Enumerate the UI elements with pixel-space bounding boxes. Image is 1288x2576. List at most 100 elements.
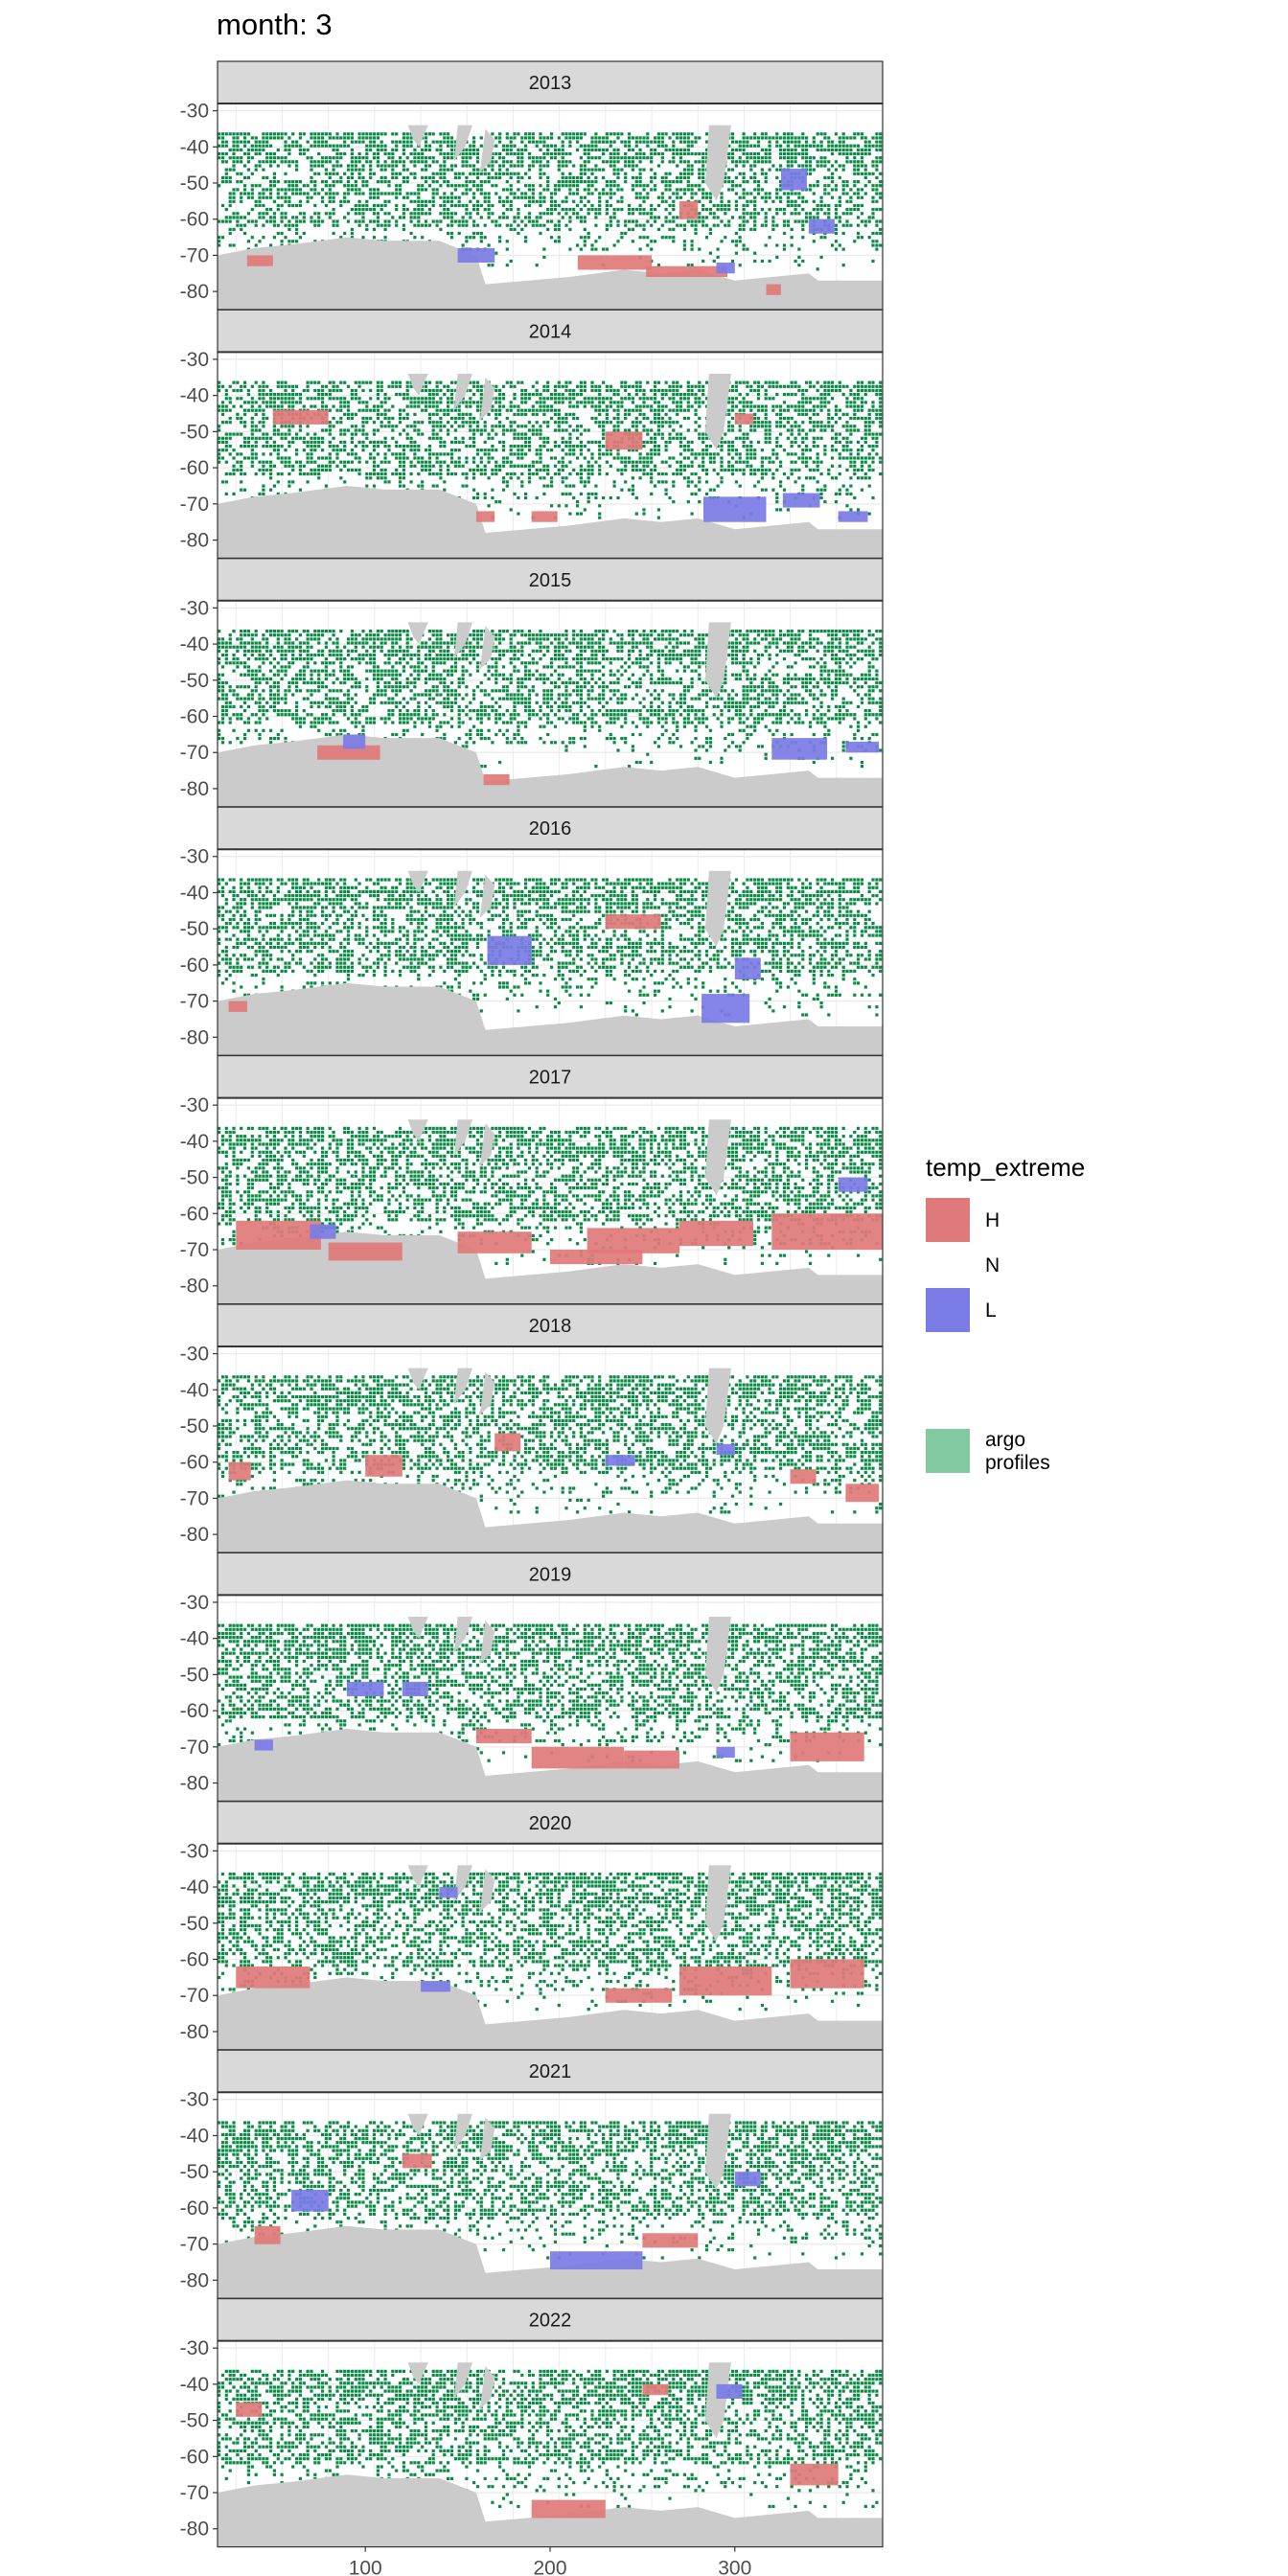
argo-profile-mark	[871, 384, 875, 388]
argo-profile-mark	[339, 428, 343, 432]
argo-profile-mark	[724, 208, 727, 212]
argo-profile-mark	[771, 452, 775, 456]
argo-profile-mark	[546, 436, 550, 440]
argo-profile-mark	[513, 412, 517, 416]
argo-profile-mark	[343, 432, 347, 436]
argo-profile-mark	[602, 425, 606, 428]
argo-profile-mark	[694, 421, 698, 425]
argo-profile-mark	[505, 180, 509, 184]
argo-profile-mark	[860, 132, 864, 136]
argo-profile-mark	[343, 445, 347, 448]
argo-profile-mark	[284, 223, 288, 227]
argo-profile-mark	[727, 203, 731, 208]
argo-profile-mark	[790, 164, 794, 168]
facet-panel-2013: 2013-30-40-50-60-70-80	[180, 60, 884, 310]
argo-profile-mark	[586, 156, 590, 160]
argo-profile-mark	[243, 140, 247, 144]
argo-profile-mark	[819, 164, 823, 168]
argo-profile-mark	[501, 203, 506, 208]
argo-profile-mark	[328, 456, 332, 460]
argo-profile-mark	[372, 236, 377, 240]
argo-profile-mark	[834, 148, 839, 151]
argo-profile-mark	[753, 428, 757, 432]
argo-profile-mark	[771, 384, 775, 388]
argo-profile-mark	[605, 132, 609, 136]
argo-profile-mark	[834, 432, 839, 436]
argo-profile-mark	[690, 452, 694, 456]
argo-profile-mark	[372, 144, 377, 148]
argo-profile-mark	[786, 148, 790, 151]
argo-profile-mark	[295, 227, 299, 231]
argo-profile-mark	[240, 227, 243, 231]
argo-profile-mark	[383, 132, 387, 136]
argo-profile-mark	[794, 436, 797, 440]
argo-profile-mark	[628, 160, 632, 164]
argo-profile-mark	[746, 384, 749, 388]
argo-profile-mark	[786, 144, 790, 148]
argo-profile-mark	[790, 132, 794, 136]
argo-profile-mark	[550, 236, 554, 240]
argo-profile-mark	[461, 160, 465, 164]
argo-profile-mark	[724, 223, 727, 227]
argo-profile-mark	[258, 151, 262, 156]
argo-profile-mark	[479, 172, 483, 175]
argo-profile-mark	[465, 401, 469, 404]
argo-profile-mark	[380, 421, 383, 425]
argo-profile-mark	[849, 448, 853, 452]
facet-label: 2014	[529, 321, 572, 342]
argo-profile-mark	[753, 164, 757, 168]
argo-profile-mark	[335, 151, 339, 156]
argo-profile-mark	[535, 264, 539, 267]
argo-profile-mark	[236, 156, 240, 160]
argo-profile-mark	[269, 216, 273, 219]
argo-profile-mark	[505, 460, 509, 464]
argo-profile-mark	[775, 393, 779, 397]
argo-profile-mark	[702, 216, 705, 219]
argo-profile-mark	[838, 408, 841, 412]
argo-profile-mark	[845, 421, 849, 425]
argo-profile-mark	[354, 140, 357, 144]
argo-profile-mark	[262, 432, 265, 436]
argo-profile-mark	[354, 180, 357, 184]
argo-profile-mark	[857, 132, 861, 136]
argo-profile-mark	[313, 404, 317, 408]
argo-profile-mark	[704, 151, 709, 156]
argo-profile-mark	[823, 184, 827, 188]
argo-profile-mark	[479, 384, 483, 388]
argo-profile-mark	[642, 184, 646, 188]
argo-profile-mark	[764, 132, 768, 136]
argo-profile-mark	[816, 425, 819, 428]
argo-profile-mark	[642, 156, 646, 160]
argo-profile-mark	[505, 264, 509, 267]
argo-profile-mark	[576, 425, 580, 428]
argo-profile-mark	[702, 219, 705, 223]
argo-profile-mark	[564, 175, 568, 179]
argo-profile-mark	[654, 412, 657, 416]
argo-profile-mark	[808, 156, 813, 160]
argo-profile-mark	[405, 168, 409, 172]
argo-profile-mark	[491, 168, 494, 172]
argo-profile-mark	[539, 140, 542, 144]
argo-profile-mark	[469, 401, 472, 404]
argo-profile-mark	[517, 216, 520, 219]
argo-profile-mark	[369, 440, 373, 444]
argo-profile-mark	[568, 397, 572, 401]
argo-profile-mark	[590, 156, 594, 160]
argo-profile-mark	[376, 397, 380, 401]
argo-profile-mark	[449, 456, 454, 460]
argo-profile-mark	[509, 203, 513, 208]
argo-profile-mark	[638, 184, 642, 188]
argo-profile-mark	[808, 397, 813, 401]
argo-profile-mark	[218, 448, 221, 452]
argo-profile-mark	[612, 216, 616, 219]
argo-profile-mark	[479, 136, 483, 140]
argo-profile-mark	[402, 168, 405, 172]
argo-profile-mark	[602, 188, 606, 192]
argo-profile-mark	[350, 231, 354, 236]
argo-profile-mark	[801, 404, 805, 408]
argo-profile-mark	[801, 259, 805, 264]
argo-profile-mark	[494, 408, 498, 412]
argo-profile-mark	[513, 144, 517, 148]
argo-profile-mark	[656, 445, 660, 448]
